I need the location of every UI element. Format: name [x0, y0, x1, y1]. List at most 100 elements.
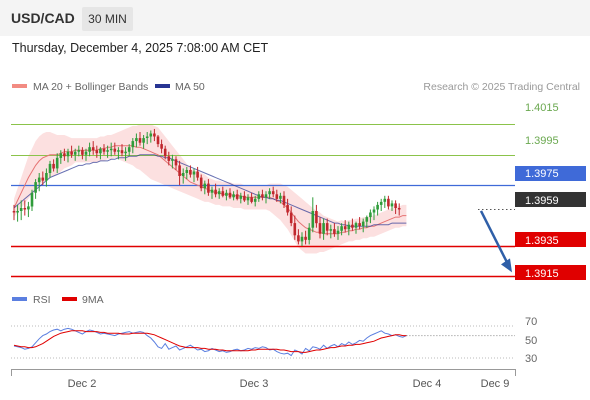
candle-body [228, 192, 232, 198]
candle-body [52, 163, 55, 169]
candle-body [27, 206, 30, 210]
candle-body [297, 235, 300, 242]
rsi-tick-50: 50 [525, 335, 537, 347]
pivot-level-tag [515, 166, 586, 181]
candle-body [293, 223, 297, 236]
candle-body [45, 173, 48, 181]
candle-body [376, 204, 379, 210]
candle-body [124, 151, 127, 154]
x-tick-dec-9: Dec 9 [481, 378, 510, 390]
candle-body [217, 191, 221, 195]
candle-body [66, 151, 70, 157]
forecast-arrow-shaft [479, 210, 511, 267]
candle-body [214, 189, 217, 195]
candle-body [37, 177, 41, 183]
price-levels [11, 124, 515, 278]
candle-body [235, 194, 239, 199]
timeframe-selector[interactable]: 30 MIN [82, 7, 133, 31]
candle-body [207, 183, 210, 193]
candle-body [88, 147, 91, 152]
candle-body [232, 194, 235, 198]
candle-body [55, 157, 59, 169]
candle-body [142, 138, 145, 143]
candle-body [315, 211, 318, 224]
candle-body [156, 136, 160, 145]
level-label-1-3915: 1.3915 [525, 268, 559, 280]
candle-body [387, 198, 390, 207]
candle-body [12, 211, 16, 213]
candle-body [63, 153, 66, 157]
candle-body [160, 144, 163, 149]
candle-body [70, 151, 73, 155]
candle-body [210, 189, 214, 193]
candle-body [307, 227, 311, 240]
candle-body [347, 224, 351, 230]
rsi-line [13, 327, 407, 357]
candle-body [336, 230, 340, 234]
candle-body [225, 192, 228, 196]
candle-body [243, 195, 246, 201]
candle-body [174, 159, 178, 166]
candle-body [271, 191, 275, 195]
ma20-legend-label: MA 20 + Bollinger Bands [33, 81, 148, 93]
candle-body [106, 150, 109, 152]
candle-body [257, 194, 261, 199]
chart-header: USD/CAD 30 MIN [0, 0, 590, 36]
level-label-1-3959: 1.3959 [525, 195, 559, 207]
candle-body [390, 203, 394, 207]
candle-body [109, 148, 113, 151]
candle-body [379, 201, 383, 205]
candle-body [131, 141, 135, 148]
bollinger-bands [14, 124, 407, 254]
candle-body [41, 177, 45, 181]
candle-body [203, 183, 207, 189]
candle-body [149, 133, 153, 137]
credit-text: Research © 2025 Trading Central [423, 81, 580, 93]
level-label-1-3975: 1.3975 [525, 168, 559, 180]
candle-body [275, 194, 279, 199]
symbol-title: USD/CAD [11, 10, 75, 26]
candle-body [311, 211, 315, 228]
candle-body [135, 138, 138, 142]
support-level-tag-1 [515, 232, 586, 247]
candle-body [178, 165, 181, 176]
candle-body [91, 147, 95, 151]
candle-body [246, 197, 250, 201]
candle-body [253, 198, 257, 202]
candle-body [145, 136, 149, 138]
candle-body [163, 148, 167, 157]
current-price-tag [515, 192, 586, 207]
candle-body [279, 195, 282, 199]
candle-body [358, 223, 361, 227]
candle-body [189, 170, 192, 175]
candle-body [81, 150, 84, 155]
ma50-legend-swatch [155, 84, 170, 88]
candle-body [102, 148, 106, 152]
x-tick-dec-2: Dec 2 [68, 378, 97, 390]
candle-body [16, 211, 19, 213]
candle-body [268, 191, 271, 195]
rsi-legend-label: RSI [33, 294, 51, 306]
rsi-guides [11, 325, 515, 359]
candle-body [73, 151, 77, 155]
candle-body [120, 150, 124, 154]
candle-body [250, 197, 253, 202]
rsi-ma-legend-label: 9MA [82, 294, 104, 306]
level-label-1-3935: 1.3935 [525, 235, 559, 247]
rsi-tick-70: 70 [525, 316, 537, 328]
candle-body [318, 223, 322, 234]
candle-body [185, 170, 189, 173]
forecast-arrow [479, 210, 512, 273]
candle-body [199, 177, 203, 189]
candle-body [196, 171, 199, 178]
candle-body [19, 208, 23, 211]
candle-body [383, 198, 387, 202]
candle-body [113, 148, 117, 152]
candle-body [239, 195, 243, 199]
candle-body [48, 163, 52, 173]
level-label-1-4015: 1.4015 [525, 102, 559, 114]
x-tick-dec-4: Dec 4 [413, 378, 442, 390]
ma50-line [13, 154, 407, 227]
candle-body [354, 223, 358, 228]
candle-body [282, 195, 286, 205]
